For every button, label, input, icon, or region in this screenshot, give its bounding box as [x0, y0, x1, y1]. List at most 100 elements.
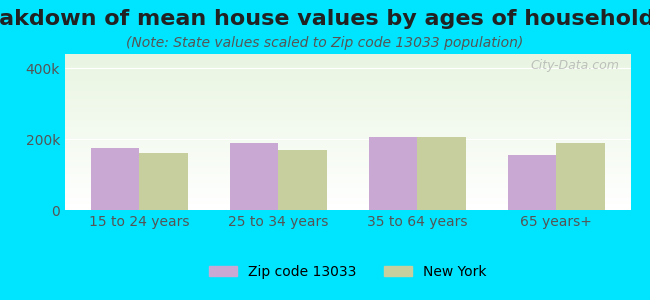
Bar	[65, 106, 630, 107]
Bar	[65, 63, 630, 65]
Bar	[65, 208, 630, 210]
Bar	[65, 130, 630, 132]
Bar	[65, 184, 630, 185]
Bar	[65, 171, 630, 172]
Bar	[65, 127, 630, 129]
Bar	[65, 205, 630, 207]
Bar	[65, 57, 630, 59]
Bar	[65, 60, 630, 62]
Bar	[65, 99, 630, 101]
Bar	[65, 90, 630, 92]
Bar	[65, 107, 630, 109]
Bar	[65, 179, 630, 180]
Bar	[65, 121, 630, 123]
Bar	[229, 142, 278, 210]
Bar	[65, 199, 630, 201]
Bar	[65, 202, 630, 204]
Bar	[65, 126, 630, 127]
Bar	[65, 177, 630, 179]
Bar	[65, 56, 630, 57]
Bar	[65, 172, 630, 174]
Bar	[65, 88, 630, 90]
Text: City-Data.com: City-Data.com	[530, 59, 619, 72]
Bar	[65, 197, 630, 199]
Bar	[65, 176, 630, 177]
Bar	[65, 163, 630, 165]
Bar	[65, 207, 630, 208]
Bar	[65, 190, 630, 191]
Bar	[65, 77, 630, 79]
Bar	[65, 84, 630, 85]
Bar	[139, 153, 188, 210]
Bar	[65, 162, 630, 163]
Bar	[65, 134, 630, 135]
Bar	[65, 180, 630, 182]
Bar	[65, 74, 630, 76]
Bar	[65, 118, 630, 119]
Bar	[65, 157, 630, 158]
Bar	[65, 148, 630, 149]
Bar	[65, 110, 630, 112]
Bar	[65, 204, 630, 205]
Bar	[65, 93, 630, 94]
Bar	[65, 160, 630, 162]
Bar	[556, 142, 604, 210]
Bar	[65, 94, 630, 96]
Bar	[91, 148, 139, 210]
Bar	[65, 137, 630, 138]
Bar	[65, 115, 630, 116]
Bar	[65, 73, 630, 74]
Bar	[65, 135, 630, 137]
Bar	[65, 68, 630, 70]
Bar	[65, 124, 630, 126]
Bar	[65, 87, 630, 88]
Bar	[417, 136, 466, 210]
Bar	[65, 65, 630, 67]
Bar	[369, 137, 417, 210]
Bar	[65, 169, 630, 171]
Bar	[65, 141, 630, 143]
Bar	[65, 67, 630, 68]
Bar	[65, 151, 630, 152]
Bar	[65, 54, 630, 56]
Bar	[65, 79, 630, 80]
Bar	[65, 154, 630, 155]
Bar	[65, 82, 630, 84]
Bar	[65, 76, 630, 77]
Bar	[65, 132, 630, 134]
Bar	[65, 174, 630, 176]
Bar	[65, 102, 630, 104]
Bar	[65, 119, 630, 121]
Bar	[65, 188, 630, 190]
Bar	[65, 165, 630, 166]
Bar	[278, 150, 327, 210]
Bar	[65, 196, 630, 197]
Bar	[65, 145, 630, 146]
Bar	[65, 104, 630, 106]
Bar	[65, 92, 630, 93]
Bar	[65, 98, 630, 99]
Bar	[65, 185, 630, 187]
Bar	[65, 138, 630, 140]
Bar	[65, 187, 630, 188]
Bar	[65, 70, 630, 71]
Legend: Zip code 13033, New York: Zip code 13033, New York	[203, 259, 492, 284]
Bar	[508, 155, 556, 210]
Bar	[65, 143, 630, 145]
Bar	[65, 101, 630, 102]
Bar	[65, 201, 630, 202]
Bar	[65, 140, 630, 141]
Bar	[65, 113, 630, 115]
Bar	[65, 109, 630, 110]
Bar	[65, 71, 630, 73]
Text: Breakdown of mean house values by ages of householders: Breakdown of mean house values by ages o…	[0, 9, 650, 29]
Bar	[65, 158, 630, 160]
Text: (Note: State values scaled to Zip code 13033 population): (Note: State values scaled to Zip code 1…	[126, 36, 524, 50]
Bar	[65, 194, 630, 196]
Bar	[65, 152, 630, 154]
Bar	[65, 168, 630, 170]
Bar	[65, 85, 630, 87]
Bar	[65, 116, 630, 118]
Bar	[65, 129, 630, 130]
Bar	[65, 155, 630, 157]
